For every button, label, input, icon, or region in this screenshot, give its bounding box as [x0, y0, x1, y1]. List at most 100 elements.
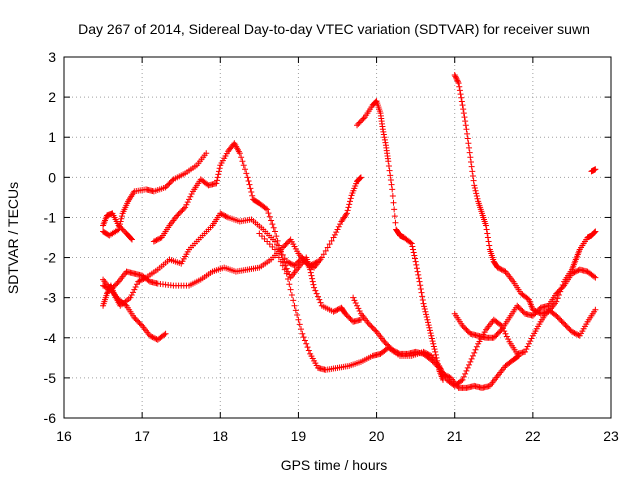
data-point: [416, 278, 423, 285]
data-point: [128, 236, 135, 243]
data-point: [490, 334, 497, 341]
data-point: [464, 135, 471, 142]
data-point: [372, 98, 379, 105]
data-point: [430, 343, 437, 350]
data-point: [165, 181, 172, 188]
data-point: [515, 304, 522, 311]
data-point: [430, 340, 437, 347]
data-point: [223, 213, 230, 220]
data-point: [308, 272, 315, 279]
data-point: [313, 290, 320, 297]
data-point: [469, 352, 476, 359]
data-point: [385, 342, 392, 349]
data-point: [221, 212, 228, 219]
data-point: [433, 362, 440, 369]
data-point: [294, 259, 301, 266]
data-point: [535, 307, 542, 314]
data-point: [286, 237, 293, 244]
data-point: [457, 91, 464, 98]
data-point: [314, 293, 321, 300]
data-point: [492, 333, 499, 340]
data-point: [468, 355, 475, 362]
data-point: [417, 282, 424, 289]
data-point: [408, 240, 415, 247]
data-point: [463, 126, 470, 133]
data-point: [262, 205, 269, 212]
x-tick-label: 21: [447, 428, 463, 444]
data-point: [354, 302, 361, 309]
data-point: [568, 328, 575, 335]
data-point: [360, 115, 367, 122]
data-point: [217, 210, 224, 217]
data-point: [355, 120, 362, 127]
data-point: [333, 307, 340, 314]
data-point: [304, 344, 311, 351]
data-point: [256, 230, 263, 237]
data-point: [178, 208, 185, 215]
data-point: [468, 163, 475, 170]
data-point: [486, 242, 493, 249]
data-point: [519, 308, 526, 315]
data-point: [150, 334, 157, 341]
data-point: [562, 322, 569, 329]
data-point: [294, 312, 301, 319]
data-point: [356, 175, 363, 182]
data-point: [503, 333, 510, 340]
data-point: [524, 343, 531, 350]
data-point: [269, 221, 276, 228]
data-point: [558, 318, 565, 325]
data-point: [295, 258, 302, 265]
data-point: [455, 80, 462, 87]
data-point: [592, 306, 599, 313]
data-point: [342, 310, 349, 317]
data-point: [117, 218, 124, 225]
data-point: [337, 221, 344, 228]
data-point: [215, 171, 222, 178]
data-point: [559, 319, 566, 326]
data-point: [309, 275, 316, 282]
data-point: [106, 285, 113, 292]
data-point: [472, 346, 479, 353]
data-point: [153, 237, 160, 244]
data-point: [275, 254, 282, 261]
data-point: [156, 235, 163, 242]
data-point: [463, 326, 470, 333]
y-tick-label: -2: [44, 250, 57, 266]
data-point: [335, 223, 342, 230]
data-point: [533, 308, 540, 315]
data-point: [462, 370, 469, 377]
data-point: [557, 316, 564, 323]
data-point: [132, 316, 139, 323]
data-point: [162, 330, 169, 337]
data-point: [368, 323, 375, 330]
data-point: [460, 373, 467, 380]
data-point: [592, 166, 599, 173]
data-point: [203, 150, 210, 157]
data-point: [161, 331, 168, 338]
data-point: [283, 258, 290, 265]
data-point: [311, 284, 318, 291]
data-point: [395, 350, 402, 357]
data-point: [474, 195, 481, 202]
data-point: [565, 324, 572, 331]
data-point: [240, 162, 247, 169]
data-point: [386, 167, 393, 174]
data-point: [528, 335, 535, 342]
x-tick-label: 22: [525, 428, 541, 444]
data-point: [591, 273, 598, 280]
data-point: [372, 327, 379, 334]
data-point: [264, 238, 271, 245]
data-point: [320, 251, 327, 258]
series-track-7: [256, 230, 522, 391]
data-point: [324, 244, 331, 251]
data-point: [497, 328, 504, 335]
data-point: [131, 314, 138, 321]
data-point: [498, 266, 505, 273]
data-point: [415, 271, 422, 278]
data-point: [428, 335, 435, 342]
data-point: [467, 358, 474, 365]
data-point: [175, 211, 182, 218]
data-points: [100, 72, 599, 391]
data-point: [382, 139, 389, 146]
